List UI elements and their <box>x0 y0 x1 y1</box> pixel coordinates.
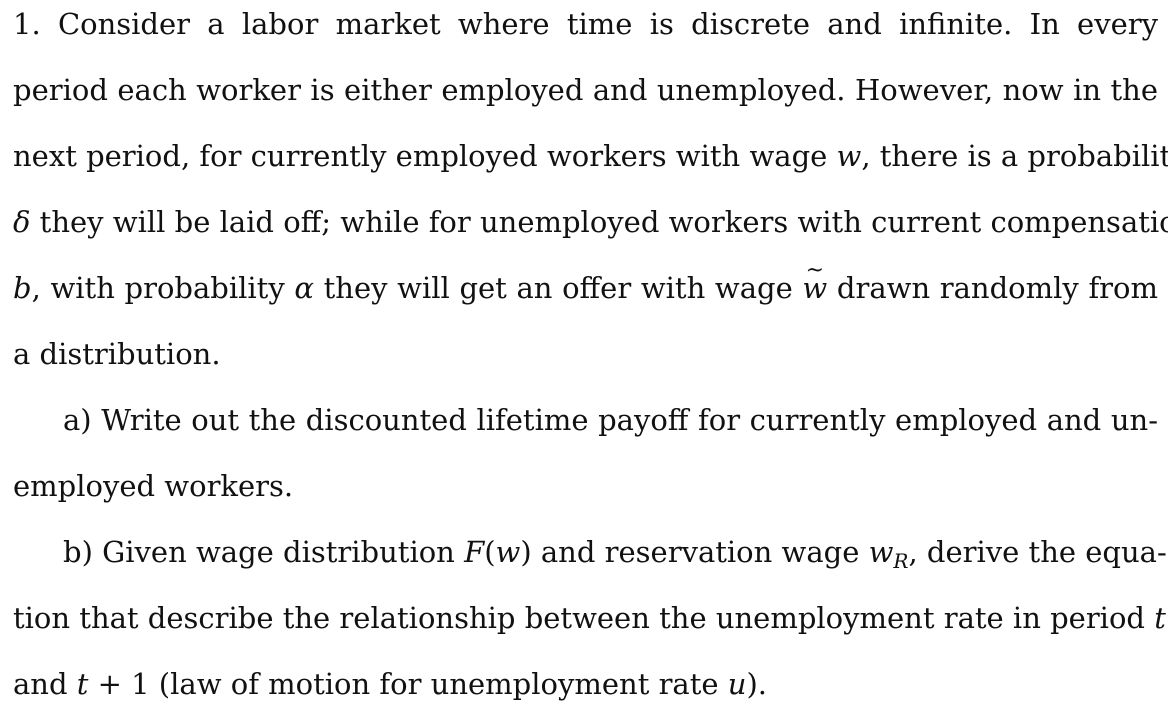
math-w-tilde: w <box>802 268 827 308</box>
math-w-reservation: w <box>868 535 894 569</box>
problem-line-2: period each worker is either employed an… <box>13 70 1158 110</box>
math-w-arg: w <box>495 535 521 569</box>
part-b-text-1b: ) and reservation wage <box>520 535 869 569</box>
part-a-line-1: a) Write out the discounted lifetime pay… <box>63 400 1158 440</box>
problem-line-6: a distribution. <box>13 334 1158 374</box>
math-delta: δ <box>13 205 31 239</box>
math-t-next: t <box>76 667 89 701</box>
part-b-text-2: tion that describe the relationship betw… <box>13 601 1155 635</box>
part-b-text-3a: and <box>13 667 77 701</box>
part-b-text-3c: ). <box>746 667 767 701</box>
problem-text-1: 1. Consider a labor market where time is… <box>13 7 1158 41</box>
problem-text-3a: next period, for currently employed work… <box>13 139 837 173</box>
math-F: F <box>464 535 485 569</box>
problem-text-2: period each worker is either employed an… <box>13 73 1158 107</box>
part-b-line-3: and t + 1 (law of motion for unemploymen… <box>13 664 1158 704</box>
math-b: b <box>13 271 32 305</box>
problem-text-5b: they will get an offer with wage <box>313 271 803 305</box>
part-b-line-1: b) Given wage distribution F(w) and rese… <box>63 532 1167 573</box>
problem-text-6: a distribution. <box>13 337 221 371</box>
part-b-text-1c: , derive the equa- <box>908 535 1167 569</box>
part-a-text-2: employed workers. <box>13 469 294 503</box>
math-alpha: α <box>294 271 314 305</box>
problem-line-3: next period, for currently employed work… <box>13 136 1168 176</box>
part-a-text-1: a) Write out the discounted lifetime pay… <box>63 403 1158 437</box>
problem-text-4: they will be laid off; while for unemplo… <box>30 205 1168 239</box>
problem-line-4: δ they will be laid off; while for unemp… <box>13 202 1168 242</box>
problem-text-3b: , there is a probability <box>861 139 1168 173</box>
math-wage-w: w <box>836 139 862 173</box>
problem-line-1: 1. Consider a labor market where time is… <box>13 4 1158 44</box>
part-b-line-2: tion that describe the relationship betw… <box>13 598 1166 638</box>
math-u: u <box>727 667 747 701</box>
problem-line-5: b, with probability α they will get an o… <box>13 268 1158 308</box>
part-a-line-2: employed workers. <box>13 466 1158 506</box>
math-paren-open: ( <box>484 535 496 569</box>
part-b-text-3b: + 1 (law of motion for unemployment rate <box>88 667 728 701</box>
math-t: t <box>1154 601 1166 635</box>
math-subscript-R: R <box>893 549 909 573</box>
problem-text-5c: drawn randomly from <box>827 271 1158 305</box>
part-b-text-1a: b) Given wage distribution <box>63 535 465 569</box>
problem-text-5a: , with probability <box>31 271 295 305</box>
